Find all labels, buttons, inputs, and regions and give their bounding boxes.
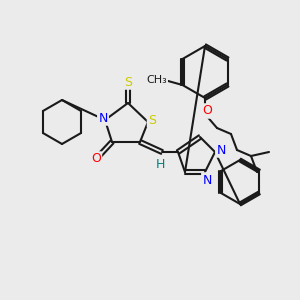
Text: CH₃: CH₃	[146, 75, 167, 85]
Text: H: H	[155, 158, 165, 170]
Text: S: S	[124, 76, 132, 88]
Text: O: O	[91, 152, 101, 166]
Text: N: N	[216, 143, 226, 157]
Text: N: N	[98, 112, 108, 124]
Text: O: O	[202, 104, 212, 118]
Text: N: N	[202, 173, 212, 187]
Text: S: S	[148, 113, 156, 127]
